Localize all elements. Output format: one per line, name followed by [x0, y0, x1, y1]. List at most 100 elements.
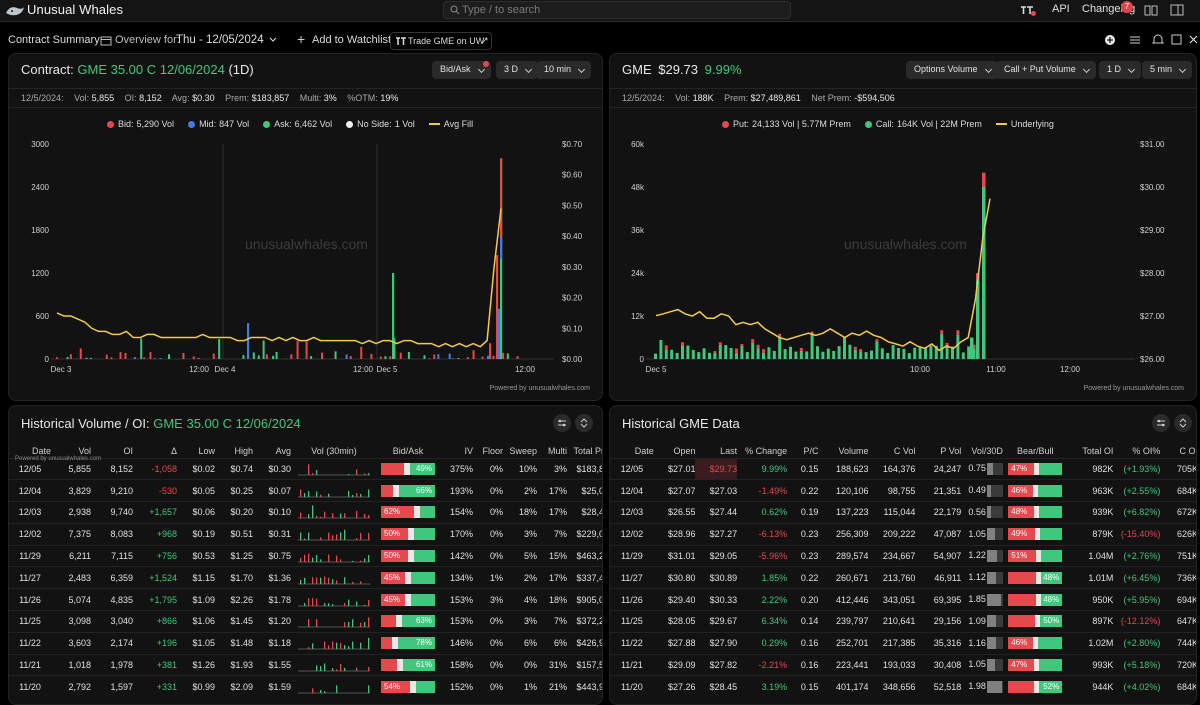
volume-bar[interactable]: [321, 353, 323, 359]
volume-bar[interactable]: [168, 354, 170, 359]
volume-bar[interactable]: [500, 237, 502, 259]
volume-bar[interactable]: [473, 350, 475, 359]
column-header[interactable]: Last: [695, 444, 737, 458]
volume-bar[interactable]: [487, 356, 489, 359]
volume-bar[interactable]: [110, 357, 112, 359]
underlying-line[interactable]: [656, 199, 990, 351]
put-volume-bar[interactable]: [740, 344, 743, 346]
volume-bar[interactable]: [423, 355, 425, 359]
volume-bar[interactable]: [160, 358, 162, 359]
chevron-down-icon[interactable]: [269, 37, 277, 43]
call-volume-bar[interactable]: [865, 352, 868, 359]
column-header[interactable]: Bid/Ask: [377, 444, 439, 458]
column-header[interactable]: IV: [439, 444, 473, 458]
call-volume-bar[interactable]: [902, 349, 905, 359]
column-header[interactable]: Bear/Bull: [1003, 444, 1068, 458]
ticker-volume-chart[interactable]: 012k24k36k48k60k$26.00$27.00$28.00$29.00…: [610, 54, 1197, 401]
alert-bell-icon[interactable]: [1152, 33, 1164, 46]
column-header[interactable]: Low: [177, 444, 215, 458]
volume-bar[interactable]: [350, 356, 352, 359]
put-volume-bar[interactable]: [751, 339, 754, 343]
column-header[interactable]: Vol (30min): [291, 444, 377, 458]
volume-bar[interactable]: [272, 356, 274, 359]
put-volume-bar[interactable]: [713, 351, 716, 353]
put-volume-bar[interactable]: [859, 349, 862, 351]
call-volume-bar[interactable]: [805, 351, 808, 359]
window-icon[interactable]: [1170, 4, 1184, 16]
call-volume-bar[interactable]: [962, 352, 965, 359]
call-volume-bar[interactable]: [892, 345, 895, 359]
put-volume-bar[interactable]: [681, 342, 684, 345]
volume-bar[interactable]: [389, 356, 391, 359]
volume-bar[interactable]: [482, 357, 484, 359]
volume-bar[interactable]: [263, 340, 265, 359]
volume-bar[interactable]: [507, 353, 509, 359]
call-volume-bar[interactable]: [784, 349, 787, 359]
call-volume-bar[interactable]: [659, 340, 662, 359]
volume-bar[interactable]: [290, 354, 292, 359]
put-volume-bar[interactable]: [854, 347, 857, 350]
call-volume-bar[interactable]: [827, 349, 830, 359]
table-settings-button[interactable]: [1152, 414, 1170, 432]
call-volume-bar[interactable]: [870, 351, 873, 359]
call-volume-bar[interactable]: [724, 345, 727, 359]
volume-bar[interactable]: [306, 342, 308, 359]
volume-bar[interactable]: [400, 353, 402, 359]
expand-icon[interactable]: [1171, 34, 1182, 45]
volume-bar[interactable]: [467, 357, 469, 359]
call-volume-bar[interactable]: [970, 338, 974, 360]
column-header[interactable]: Sweep: [503, 444, 537, 458]
call-volume-bar[interactable]: [956, 335, 959, 359]
put-volume-bar[interactable]: [762, 349, 765, 353]
volume-bar[interactable]: [253, 353, 255, 359]
column-header[interactable]: Volume: [818, 444, 868, 458]
avg-fill-line[interactable]: [57, 209, 501, 347]
volume-bar[interactable]: [154, 358, 156, 359]
brand-name[interactable]: Unusual Whales: [27, 2, 123, 17]
add-to-watchlist-button[interactable]: Add to Watchlist: [312, 34, 391, 46]
put-volume-bar[interactable]: [665, 345, 668, 349]
api-link[interactable]: API: [1052, 3, 1070, 15]
sort-button[interactable]: [575, 414, 593, 432]
call-volume-bar[interactable]: [670, 350, 673, 359]
call-volume-bar[interactable]: [800, 351, 803, 359]
volume-bar[interactable]: [56, 357, 58, 359]
table-settings-button[interactable]: [553, 414, 571, 432]
call-volume-bar[interactable]: [778, 337, 781, 359]
call-volume-bar[interactable]: [703, 348, 706, 359]
volume-bar[interactable]: [140, 338, 142, 359]
column-header[interactable]: High: [215, 444, 253, 458]
call-volume-bar[interactable]: [773, 351, 776, 359]
volume-bar[interactable]: [408, 352, 410, 359]
volume-bar[interactable]: [120, 352, 122, 359]
volume-bar[interactable]: [449, 354, 451, 359]
column-header[interactable]: C Vol: [868, 444, 915, 458]
volume-bar[interactable]: [276, 352, 278, 359]
volume-bar[interactable]: [266, 354, 268, 359]
call-volume-bar[interactable]: [757, 348, 760, 359]
call-volume-bar[interactable]: [767, 347, 770, 359]
put-volume-bar[interactable]: [982, 173, 986, 187]
call-volume-bar[interactable]: [886, 353, 889, 359]
volume-bar[interactable]: [90, 358, 92, 359]
call-volume-bar[interactable]: [967, 346, 970, 359]
put-volume-bar[interactable]: [800, 348, 803, 351]
call-volume-bar[interactable]: [897, 348, 900, 359]
column-header[interactable]: Avg: [253, 444, 291, 458]
volume-bar[interactable]: [143, 357, 145, 359]
volume-bar[interactable]: [80, 348, 82, 359]
call-volume-bar[interactable]: [713, 353, 716, 359]
put-volume-bar[interactable]: [956, 330, 959, 334]
call-volume-bar[interactable]: [881, 348, 884, 359]
whale-logo-icon[interactable]: [4, 2, 26, 20]
call-volume-bar[interactable]: [929, 346, 932, 359]
